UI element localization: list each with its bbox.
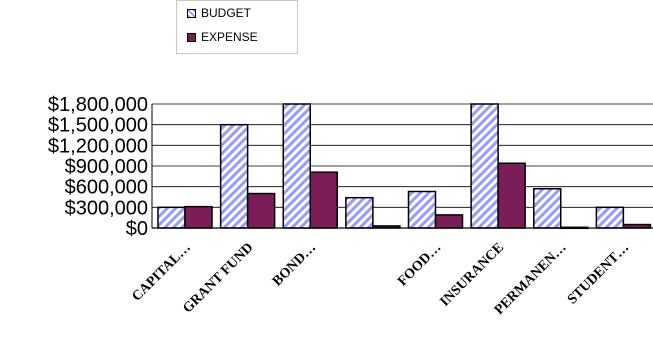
x-tick-label: FOOD… — [395, 240, 444, 289]
bar-expense — [497, 162, 526, 229]
legend-item-expense: EXPENSE — [187, 29, 258, 45]
legend-item-budget: BUDGET — [187, 5, 251, 21]
legend-swatch-budget — [187, 8, 196, 18]
bar-expense — [309, 171, 338, 229]
legend-label-expense: EXPENSE — [201, 30, 258, 44]
legend: BUDGET EXPENSE — [176, 0, 298, 54]
bar-budget — [157, 206, 186, 229]
x-tick-label: CAPITAL… — [130, 240, 194, 304]
y-tick-label: $1,500,000 — [48, 115, 148, 137]
bar-budget — [282, 103, 311, 229]
legend-label-budget: BUDGET — [201, 6, 252, 20]
x-tick-label: INSURANCE — [437, 240, 506, 309]
bar-expense — [184, 205, 213, 229]
y-tick-label: $300,000 — [65, 197, 148, 219]
legend-swatch-expense — [187, 32, 196, 42]
bar-budget — [470, 103, 499, 229]
bar-budget — [533, 187, 562, 229]
y-tick-label: $1,200,000 — [48, 135, 148, 157]
bar-budget — [595, 206, 625, 229]
bar-budget — [219, 123, 249, 229]
bar-budget — [407, 190, 437, 229]
bar-budget — [345, 196, 374, 229]
y-tick-label: $900,000 — [65, 156, 148, 178]
y-tick-label: $0 — [126, 218, 148, 240]
y-tick-label: $600,000 — [65, 177, 148, 199]
x-tick-label: STUDENT… — [565, 240, 632, 307]
y-tick-label: $1,800,000 — [48, 94, 148, 116]
bar-expense — [434, 214, 464, 229]
x-tick-label: BOND… — [270, 240, 319, 289]
bar-expense — [246, 192, 276, 229]
